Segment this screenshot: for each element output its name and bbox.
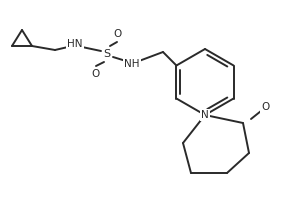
Text: HN: HN	[67, 39, 83, 49]
Text: O: O	[261, 102, 269, 112]
Text: NH: NH	[124, 59, 140, 69]
Text: O: O	[113, 29, 121, 39]
Text: S: S	[103, 49, 111, 59]
Text: O: O	[92, 69, 100, 79]
Text: N: N	[201, 110, 209, 120]
